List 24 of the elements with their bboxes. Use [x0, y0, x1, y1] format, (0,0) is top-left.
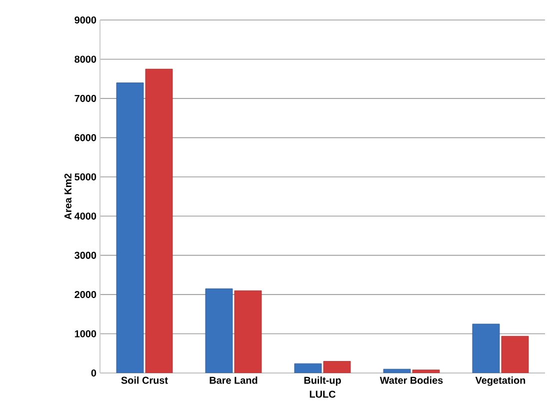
- x-tick-label: Water Bodies: [380, 376, 443, 384]
- y-tick-label: 0: [91, 369, 96, 377]
- y-tick-label: 9000: [74, 16, 96, 24]
- y-tick-label: 8000: [74, 56, 96, 63]
- x-tick-label: Bare Land: [210, 376, 258, 384]
- x-tick-label: Vegetation: [475, 376, 526, 386]
- bar: [472, 324, 500, 373]
- bar: [501, 336, 529, 373]
- x-tick-label: Soil Crust: [121, 376, 168, 384]
- bar: [116, 82, 144, 373]
- y-tick-label: 1000: [74, 330, 96, 338]
- bar: [205, 288, 233, 373]
- x-tick-label: Built-up: [304, 376, 341, 386]
- y-tick-label: 3000: [74, 252, 96, 259]
- y-axis-title: Area Km2: [64, 174, 72, 220]
- x-axis-title: LULC: [310, 390, 336, 398]
- y-tick-label: 7000: [74, 94, 96, 102]
- y-tick-label: 6000: [74, 134, 96, 142]
- y-tick-label: 2000: [74, 291, 96, 298]
- y-tick-label: 5000: [74, 173, 96, 180]
- bar: [323, 361, 350, 373]
- y-tick-label: 4000: [74, 212, 96, 220]
- bar: [145, 68, 173, 373]
- bar: [234, 290, 262, 373]
